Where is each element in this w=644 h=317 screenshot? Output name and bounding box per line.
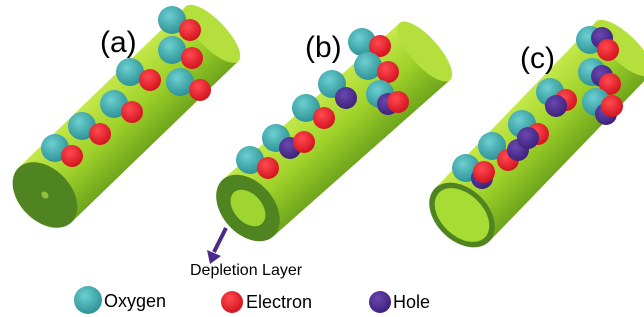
electron [257,157,279,179]
electron [189,79,211,101]
electron [181,47,203,69]
hole [517,127,539,149]
electron [89,123,111,145]
legend-label: Oxygen [104,291,166,311]
electron [387,91,409,113]
electron [293,131,315,153]
panel-label: (c) [520,42,555,75]
panel-label: (a) [100,26,137,59]
panel-label: (b) [305,31,342,64]
electron [473,161,495,183]
electron [61,145,83,167]
electron [139,69,161,91]
electron [121,101,143,123]
legend-electron [221,291,243,313]
electron [377,61,399,83]
legend-label: Electron [246,292,312,312]
hole [335,87,357,109]
diagram: (a) (b) (c) Depletion Layer Oxygen Elect… [0,0,644,317]
annotation: Depletion Layer [190,262,303,279]
electron [179,19,201,41]
arrow [214,228,226,252]
electron [313,107,335,129]
electron [601,95,623,117]
legend-oxygen [74,286,102,314]
legend-label: Hole [393,292,430,312]
electron [597,39,619,61]
legend-hole [369,291,391,313]
hole [545,95,567,117]
